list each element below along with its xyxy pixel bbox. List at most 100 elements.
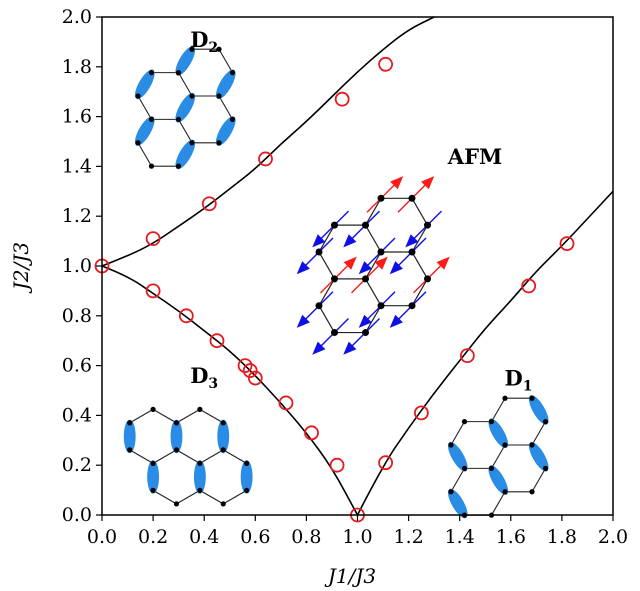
data-point	[413, 405, 429, 421]
site	[148, 70, 155, 76]
site	[488, 419, 495, 425]
dimer	[488, 465, 509, 495]
x-axis-label: J1/J3	[324, 564, 376, 588]
site	[377, 194, 385, 202]
down-spin-arrow	[343, 341, 357, 355]
dimer	[215, 116, 236, 146]
dimer	[175, 46, 196, 76]
phase-label: D2	[190, 27, 218, 56]
down-spin-arrow	[389, 261, 403, 275]
site	[127, 420, 133, 426]
site	[197, 487, 203, 493]
site	[331, 275, 338, 283]
x-tick-label: 1.2	[393, 526, 423, 548]
data-point	[178, 308, 194, 324]
data-point	[334, 91, 350, 107]
data-point	[247, 370, 263, 386]
bond	[152, 449, 177, 464]
site	[189, 46, 195, 52]
site	[529, 395, 535, 401]
dimer	[488, 418, 509, 449]
d3-lattice	[123, 406, 253, 507]
d1-lattice	[447, 395, 549, 519]
site	[448, 489, 454, 495]
site	[362, 221, 369, 229]
bond	[222, 489, 247, 505]
bond	[178, 119, 193, 144]
bond	[491, 491, 506, 516]
bond	[411, 198, 429, 226]
site	[216, 46, 222, 52]
x-tick-label: 1.0	[342, 526, 372, 548]
data-point	[459, 348, 475, 364]
boundary-line	[101, 265, 359, 516]
site	[148, 163, 155, 169]
site	[197, 460, 203, 466]
site	[216, 93, 222, 99]
down-spin-arrow	[312, 234, 326, 248]
down-spin-arrow	[405, 234, 419, 248]
bond	[364, 278, 382, 306]
site	[542, 419, 549, 425]
data-point	[378, 56, 394, 72]
y-tick-label: 0.6	[62, 355, 92, 377]
bond	[450, 421, 465, 446]
site	[150, 406, 156, 412]
site	[135, 140, 141, 146]
site	[529, 442, 535, 448]
site	[362, 329, 369, 337]
bond	[411, 224, 429, 253]
site	[229, 116, 236, 122]
x-tick-label: 0.6	[240, 526, 270, 548]
x-tick-label: 0.8	[291, 526, 321, 548]
site	[220, 420, 226, 426]
site	[173, 501, 180, 507]
site	[216, 140, 222, 146]
data-point	[521, 278, 537, 294]
bond	[222, 449, 247, 464]
d2-lattice	[134, 46, 236, 170]
bond	[129, 408, 154, 424]
y-tick-label: 0.4	[62, 404, 92, 426]
site	[502, 442, 508, 448]
bond	[531, 468, 546, 493]
up-spin-arrow	[390, 176, 404, 190]
site	[150, 460, 156, 466]
phase-label: AFM	[447, 144, 502, 169]
bond	[318, 305, 336, 333]
site	[424, 275, 431, 283]
site	[461, 465, 468, 471]
y-tick-label: 1.8	[62, 56, 92, 78]
dimer	[215, 69, 236, 100]
site	[408, 248, 416, 256]
site	[461, 419, 468, 425]
site	[424, 221, 431, 229]
data-point	[209, 333, 225, 349]
bond	[364, 198, 382, 226]
bond	[129, 449, 154, 464]
dimer	[447, 488, 468, 519]
site	[408, 302, 416, 310]
down-spin-arrow	[296, 314, 310, 328]
up-spin-arrow	[421, 176, 435, 190]
x-tick-label: 0.2	[138, 526, 168, 548]
down-spin-arrow	[296, 261, 310, 275]
phase-label: D1	[504, 366, 532, 395]
data-point	[201, 196, 217, 212]
site	[315, 248, 323, 256]
bond	[218, 95, 233, 120]
site	[331, 329, 338, 337]
boundary-line	[356, 190, 614, 516]
site	[488, 465, 495, 471]
dimer	[528, 441, 549, 472]
x-tick-label: 1.6	[496, 526, 526, 548]
site	[135, 93, 141, 99]
bond	[152, 489, 177, 505]
bond	[364, 224, 382, 253]
down-spin-arrow	[358, 261, 372, 275]
site	[197, 406, 203, 412]
site	[189, 93, 195, 99]
phase-labels: D2 AFM D3 D1	[190, 27, 532, 395]
dimer	[134, 116, 155, 146]
site	[448, 442, 454, 448]
